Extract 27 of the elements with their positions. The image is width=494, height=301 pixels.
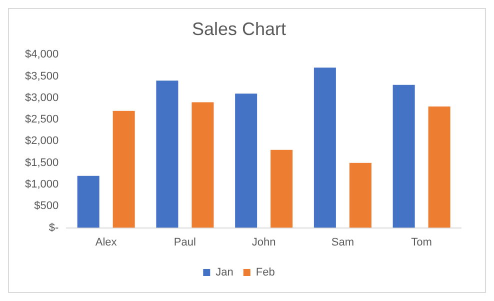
bar: [428, 106, 450, 228]
y-tick-label: $2,000: [24, 135, 59, 148]
legend-label: Jan: [216, 266, 234, 279]
bar: [349, 162, 372, 228]
chart-title: Sales Chart: [192, 18, 286, 39]
bar: [270, 150, 293, 228]
y-tick-label: $3,500: [24, 70, 59, 82]
x-tick-label: John: [252, 236, 276, 248]
bar: [77, 176, 100, 228]
x-tick-label: Tom: [411, 236, 432, 248]
y-tick-label: $3,000: [24, 92, 59, 104]
bar: [112, 110, 135, 228]
bar: [392, 84, 415, 228]
bar: [156, 80, 178, 228]
bar: [235, 94, 258, 228]
y-tick-label: $1,000: [24, 178, 59, 191]
y-tick-label: $-: [48, 222, 59, 234]
x-tick-label: Paul: [174, 236, 196, 248]
y-tick-label: $500: [34, 200, 59, 212]
x-tick-label: Alex: [95, 236, 118, 248]
y-tick-label: $2,500: [24, 114, 59, 126]
y-tick-label: $4,000: [24, 48, 59, 61]
y-tick-label: $1,500: [24, 156, 59, 169]
x-tick-label: Sam: [331, 236, 354, 248]
legend-label: Feb: [256, 266, 275, 279]
bar: [192, 102, 214, 228]
bar: [314, 68, 336, 228]
